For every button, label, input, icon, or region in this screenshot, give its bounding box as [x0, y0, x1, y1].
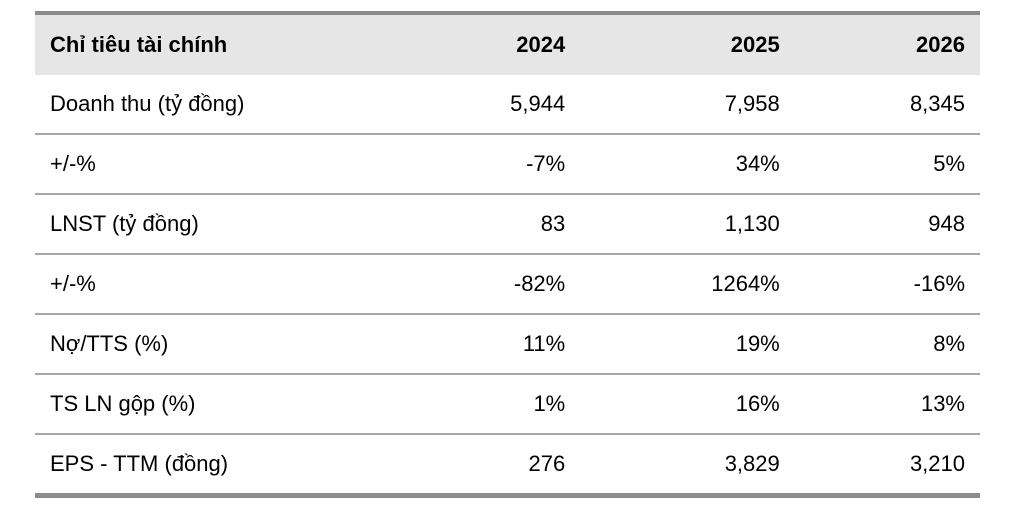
- value-cell: -82%: [395, 253, 581, 314]
- value-cell: 948: [794, 193, 980, 254]
- table-row: TS LN gộp (%) 1% 16% 13%: [35, 373, 980, 434]
- value-cell: -7%: [395, 133, 581, 194]
- value-cell: 8%: [794, 313, 980, 374]
- value-cell: 8,345: [909, 91, 965, 116]
- table-row: +/-% -7% 34% 5%: [35, 133, 980, 194]
- header-cell: Chỉ tiêu tài chính: [35, 13, 395, 75]
- value-cell: 83: [395, 193, 581, 254]
- header-cell: 2026: [794, 13, 980, 75]
- value-cell: 1%: [395, 373, 581, 434]
- label-cell: Nợ/TTS (%): [35, 313, 395, 374]
- label-cell: TS LN gộp (%): [35, 373, 395, 434]
- value-cell: 5%: [794, 133, 980, 194]
- table-body: Doanh thu (tỷ đồng) 5,944 7,958 8,345 +/-% -7…: [35, 75, 980, 496]
- label-cell: +/-%: [35, 253, 395, 314]
- value-cell: 16%: [580, 373, 795, 434]
- value-cell: 13%: [794, 373, 980, 434]
- table-row: Doanh thu (tỷ đồng) 5,944 7,958 8,345: [35, 75, 980, 134]
- table-row: EPS - TTM (đồng) 276 3,829 3,210: [35, 433, 980, 496]
- financial-table: Chỉ tiêu tài chính 2024 2025 2026 Doanh thu…: [35, 11, 980, 498]
- label-cell: Doanh thu (tỷ đồng): [50, 91, 245, 116]
- header-row: Chỉ tiêu tài chính 2024 2025 2026: [35, 13, 980, 75]
- table-row: Nợ/TTS (%) 11% 19% 8%: [35, 313, 980, 374]
- table-header: Chỉ tiêu tài chính 2024 2025 2026: [35, 13, 980, 75]
- value-cell: 34%: [580, 133, 795, 194]
- label-cell: LNST (tỷ đồng): [35, 193, 395, 254]
- value-cell: 3,829: [580, 433, 795, 496]
- header-cell: 2024: [395, 13, 581, 75]
- table-row: +/-% -82% 1264% -16%: [35, 253, 980, 314]
- value-cell: 5,944: [510, 91, 566, 116]
- table-row: LNST (tỷ đồng) 83 1,130 948: [35, 193, 980, 254]
- label-cell: +/-%: [35, 133, 395, 194]
- value-cell: 3,210: [794, 433, 980, 496]
- label-cell: EPS - TTM (đồng): [35, 433, 395, 496]
- value-cell: 1,130: [580, 193, 795, 254]
- value-cell: 1264%: [580, 253, 795, 314]
- value-cell: 276: [395, 433, 581, 496]
- value-cell: 11%: [395, 313, 581, 374]
- value-cell: 7,958: [724, 91, 780, 116]
- header-cell: 2025: [580, 13, 795, 75]
- value-cell: -16%: [794, 253, 980, 314]
- value-cell: 19%: [580, 313, 795, 374]
